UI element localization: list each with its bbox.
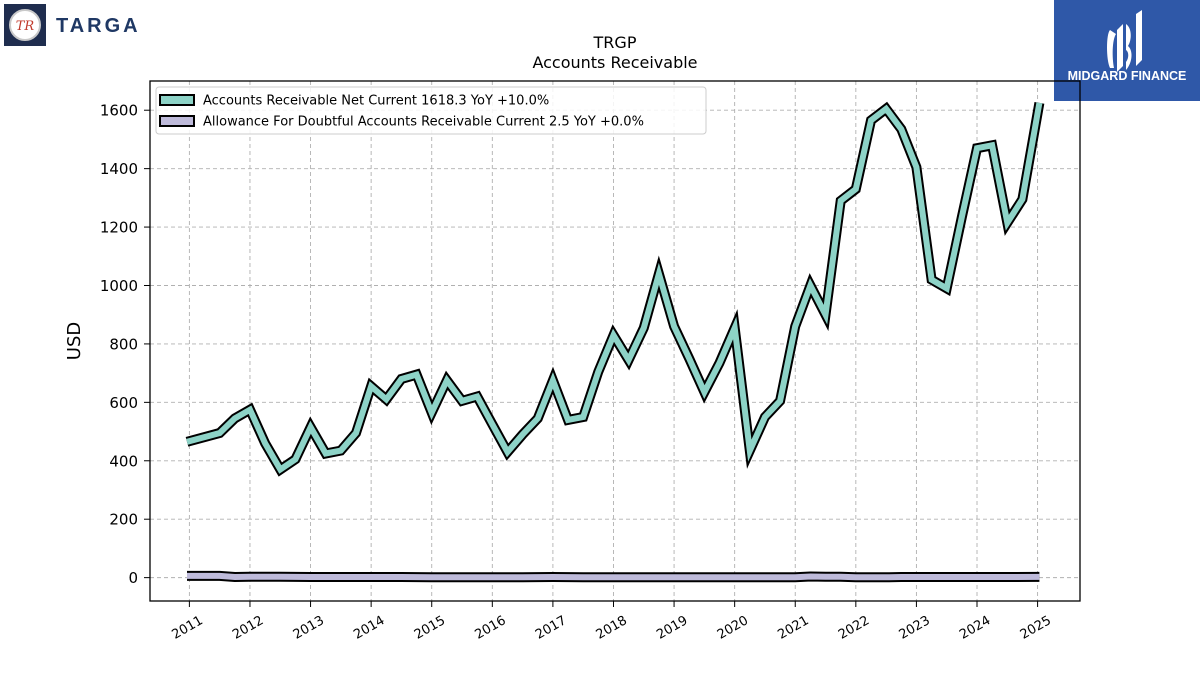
- x-tick-label: 2024: [957, 613, 993, 643]
- x-tick-label: 2018: [594, 613, 630, 643]
- y-tick-label: 600: [109, 394, 138, 412]
- plot-area-frame: [149, 80, 1081, 602]
- axis-ticks: 0 200 400 600 800 1000 1200 1400 1600 2011 2012 201…: [100, 102, 1054, 643]
- legend-label: Allowance For Doubtful Accounts Receivab…: [203, 115, 644, 130]
- y-tick-label: 0: [128, 569, 138, 587]
- x-tick-label: 2019: [654, 613, 690, 643]
- x-tick-label: 2014: [351, 613, 387, 643]
- y-tick-label: 1200: [100, 219, 138, 237]
- series-lines: [185, 101, 1045, 583]
- x-tick-label: 2022: [836, 613, 872, 643]
- targa-logo-circle: [9, 9, 41, 41]
- legend-swatch: [159, 94, 195, 106]
- y-tick-label: 1600: [100, 102, 138, 120]
- y-tick-label: 1000: [100, 277, 138, 295]
- x-tick-label: 2012: [230, 613, 266, 643]
- targa-wordmark: TARGA: [56, 15, 141, 37]
- chart-title: TRGP: [593, 33, 637, 52]
- x-tick-label: 2023: [897, 613, 933, 643]
- series-line: [186, 102, 1043, 474]
- targa-monogram: TR: [16, 19, 35, 34]
- x-tick-label: 2025: [1018, 613, 1054, 643]
- legend-swatch: [159, 115, 195, 127]
- x-tick-label: 2020: [715, 613, 751, 643]
- y-axis-label: USD: [64, 322, 85, 360]
- series-line: [187, 572, 1040, 581]
- x-tick-label: 2016: [472, 613, 508, 643]
- x-tick-label: 2015: [412, 613, 448, 643]
- midgard-finance-logo: MIDGARD FINANCE: [1054, 0, 1200, 101]
- y-tick-label: 400: [109, 452, 138, 470]
- legend: Accounts Receivable Net Current 1618.3 Y…: [155, 86, 707, 135]
- chart-subtitle: Accounts Receivable: [532, 53, 697, 72]
- y-tick-label: 800: [109, 335, 138, 353]
- x-tick-label: 2017: [533, 613, 569, 643]
- y-tick-label: 1400: [100, 160, 138, 178]
- x-tick-label: 2013: [291, 613, 327, 643]
- legend-label: Accounts Receivable Net Current 1618.3 Y…: [203, 94, 549, 109]
- midgard-emblem-icon: [1107, 10, 1142, 72]
- midgard-wordmark: MIDGARD FINANCE: [1068, 69, 1187, 83]
- x-tick-label: 2011: [170, 613, 206, 643]
- targa-logo: TR TARGA: [4, 4, 141, 46]
- x-tick-label: 2021: [775, 613, 811, 643]
- y-tick-label: 200: [109, 511, 138, 529]
- legend-box: [155, 86, 707, 135]
